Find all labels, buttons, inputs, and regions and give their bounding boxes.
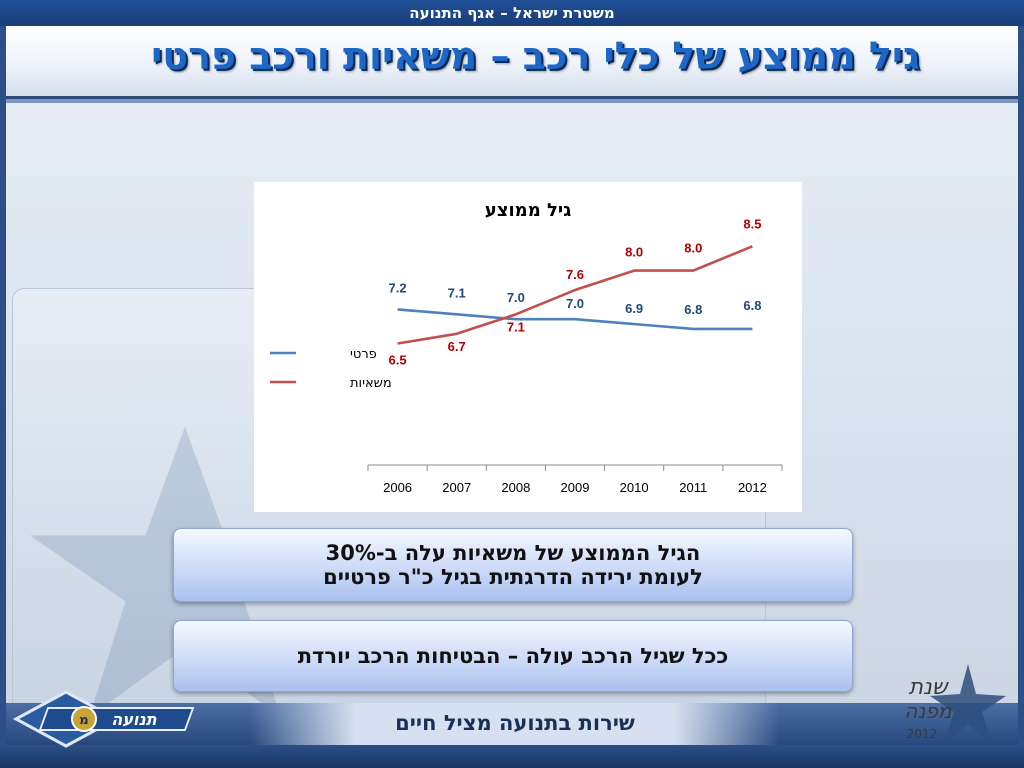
x-tick-label: 2010: [620, 480, 649, 495]
data-label: 6.9: [625, 301, 643, 316]
chart-title: גיל ממוצע: [485, 200, 571, 221]
left-frame: [0, 26, 6, 768]
data-label: 6.7: [448, 339, 466, 354]
title-band: גיל ממוצע של כלי רכב – משאיות ורכב פרטי: [6, 26, 1018, 99]
data-label: 6.8: [684, 302, 702, 317]
legend-label: פרטי: [350, 347, 377, 362]
footer-highlight: [250, 703, 780, 745]
x-tick-label: 2007: [442, 480, 471, 495]
legend-label: משאיות: [350, 376, 392, 391]
slide-title: גיל ממוצע של כלי רכב – משאיות ורכב פרטי: [151, 34, 920, 78]
svg-text:שנת: שנת: [909, 675, 949, 700]
bottom-edge: [0, 745, 1024, 768]
data-label: 8.0: [625, 245, 643, 260]
x-tick-label: 2008: [501, 480, 530, 495]
x-tick-label: 2006: [383, 480, 412, 495]
data-label: 6.5: [389, 353, 407, 368]
right-frame: [1018, 26, 1024, 768]
title-divider: [6, 99, 1018, 103]
chart-area: גיל ממוצע 2006 2007 2008 2009 2010 2011 2012 7.2…: [254, 182, 802, 512]
svg-text:מפנה: מפנה: [904, 699, 952, 723]
data-label: 7.1: [448, 285, 466, 300]
data-label: 7.2: [389, 280, 407, 295]
svg-text:תנועה: תנועה: [111, 710, 156, 729]
traffic-police-logo-icon: מ תנועה: [12, 690, 195, 748]
callout-truck-age: הגיל הממוצע של משאיות עלה ב-30% לעומת יר…: [173, 528, 853, 602]
callout-line-1: הגיל הממוצע של משאיות עלה ב-30%: [325, 541, 701, 565]
data-label: 7.6: [566, 267, 584, 282]
turning-year-logo-icon: שנת מפנה 2012: [904, 664, 1006, 744]
data-label: 8.5: [743, 216, 761, 231]
data-label: 7.0: [507, 290, 525, 305]
data-label: 8.0: [684, 241, 702, 256]
data-label: 7.1: [507, 319, 525, 334]
x-tick-label: 2009: [561, 480, 590, 495]
svg-text:מ: מ: [79, 713, 88, 728]
data-label: 7.0: [566, 296, 584, 311]
line-chart: גיל ממוצע 2006 2007 2008 2009 2010 2011 2012 7.2…: [270, 200, 783, 495]
callout-line-2: לעומת ירידה הדרגתית בגיל כ"ר פרטיים: [323, 565, 703, 589]
data-label: 6.8: [743, 298, 761, 313]
svg-text:2012: 2012: [907, 727, 938, 741]
callout-safety-text: ככל שגיל הרכב עולה – הבטיחות הרכב יורדת: [297, 644, 729, 668]
x-tick-label: 2011: [679, 480, 707, 495]
footer-slogan: שירות בתנועה מציל חיים: [395, 711, 635, 735]
callout-safety: ככל שגיל הרכב עולה – הבטיחות הרכב יורדת: [173, 620, 853, 692]
x-tick-label: 2012: [738, 480, 767, 495]
org-header: משטרת ישראל – אגף התנועה: [0, 0, 1024, 26]
